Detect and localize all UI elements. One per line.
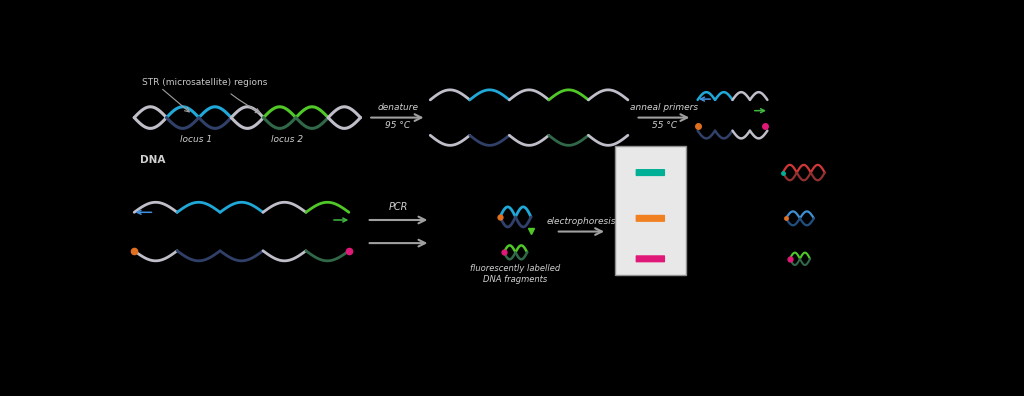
Text: locus 2: locus 2 [270,135,303,145]
Text: DNA: DNA [139,155,165,165]
Text: 55 °C: 55 °C [651,121,677,130]
Text: electrophoresis: electrophoresis [547,217,616,226]
Text: denature: denature [377,103,418,112]
Text: anneal primers: anneal primers [630,103,698,112]
Text: STR (microsatellite) regions: STR (microsatellite) regions [142,78,267,88]
Text: 95 °C: 95 °C [385,121,411,130]
Text: PCR: PCR [389,202,409,212]
Text: fluorescently labelled
DNA fragments: fluorescently labelled DNA fragments [470,264,560,284]
FancyBboxPatch shape [614,146,686,276]
FancyBboxPatch shape [636,255,665,262]
FancyBboxPatch shape [636,169,665,176]
Text: locus 1: locus 1 [180,135,212,145]
FancyBboxPatch shape [636,215,665,222]
